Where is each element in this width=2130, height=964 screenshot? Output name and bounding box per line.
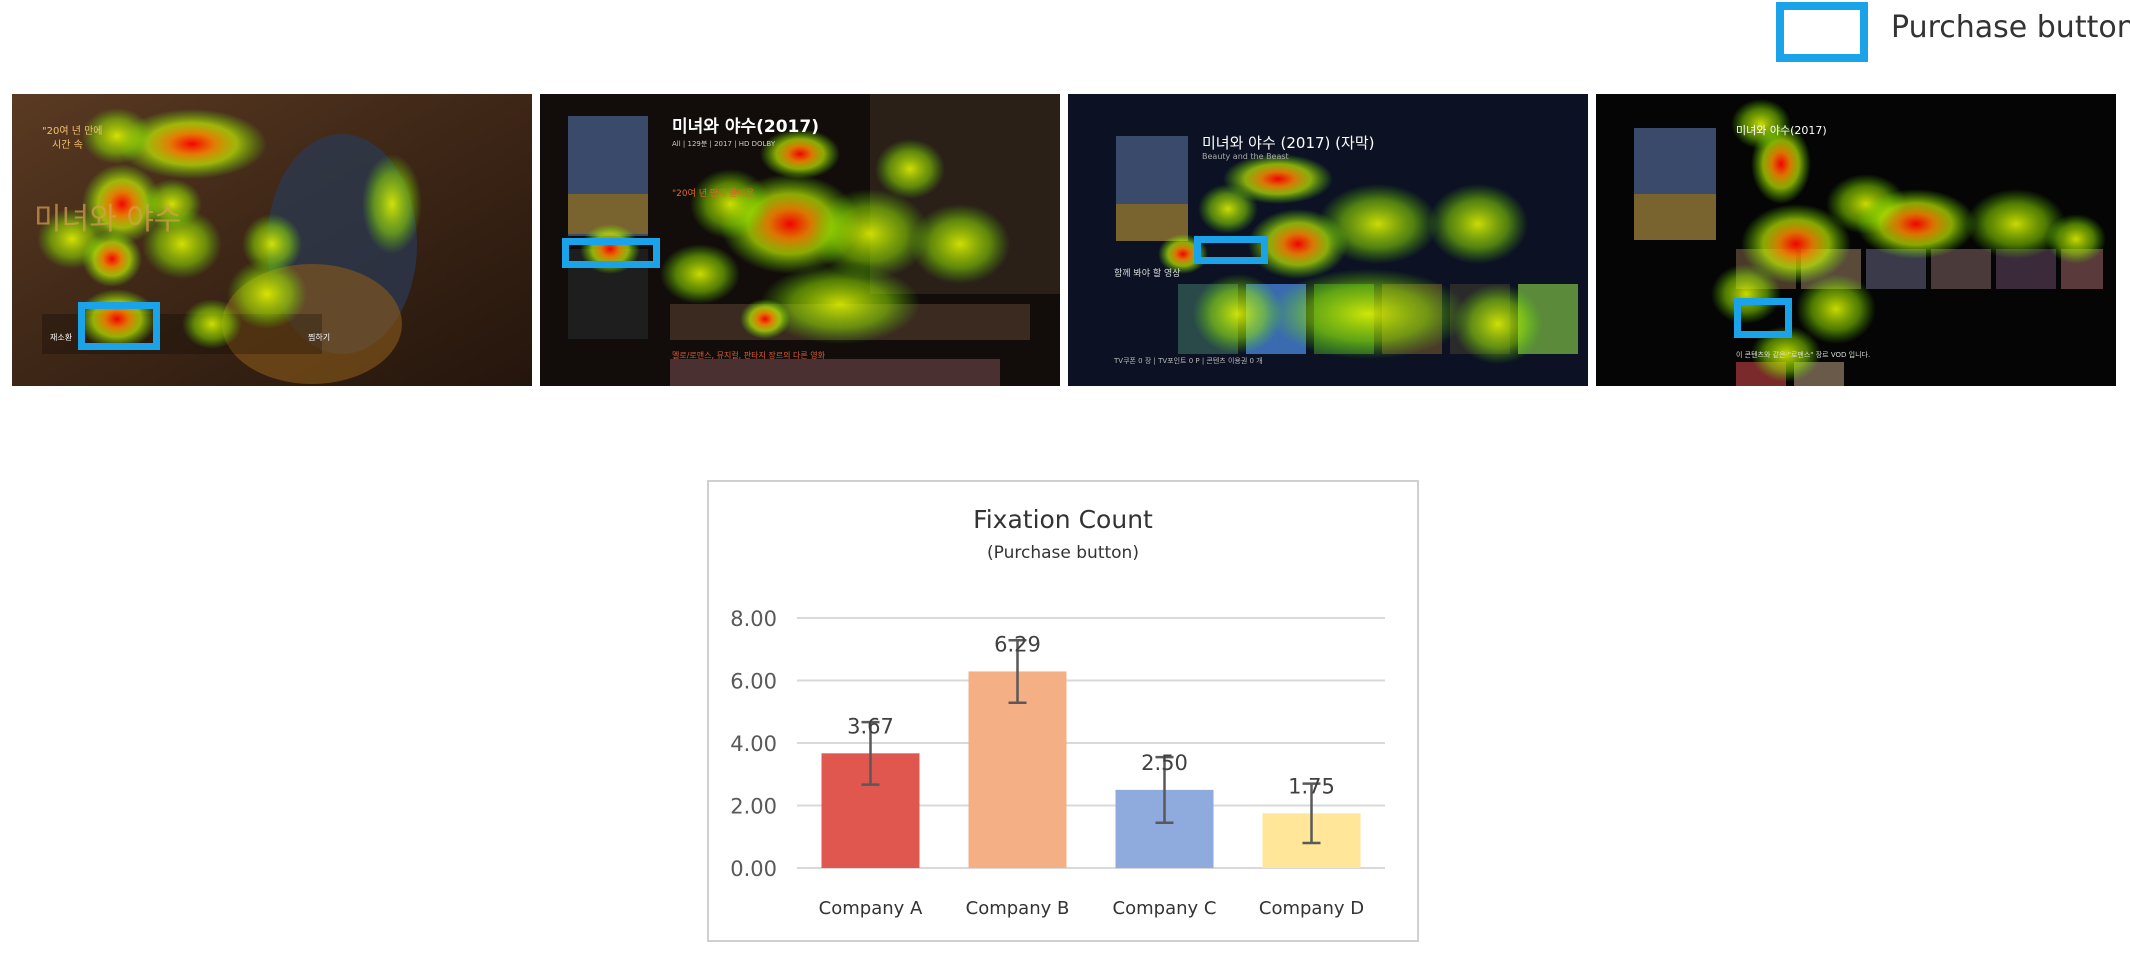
data-label: 6.29 (994, 632, 1041, 656)
chart-subtitle: (Purchase button) (987, 543, 1139, 563)
screen-title: 미녀와 야수(2017) (672, 117, 819, 137)
heatmap-image-c (1068, 94, 1588, 386)
legend-swatch (1776, 2, 1868, 62)
purchase-button-highlight (1734, 298, 1792, 338)
purchase-button-highlight (562, 238, 660, 268)
screen-text: "20여 년 만에 돌아온 (672, 189, 755, 199)
y-tick-label: 2.00 (730, 795, 777, 819)
screen-text: 이 콘텐츠와 같은 "로맨스" 장르 VOD 입니다. (1736, 351, 1871, 359)
screen-text: All | 129분 | 2017 | HD DOLBY (672, 140, 776, 148)
bar-chart-svg: Fixation Count (Purchase button) 0.00 2.0… (730, 505, 1385, 919)
screen-text: "20여 년 만에 (42, 126, 103, 137)
chart-title: Fixation Count (973, 505, 1153, 534)
heatmap-screenshot-company-c: 미녀와 야수 (2017) (자막) Beauty and the Beast … (1068, 94, 1588, 386)
x-category-label: Company A (819, 898, 923, 919)
bar (968, 671, 1067, 868)
y-tick-label: 0.00 (730, 857, 777, 881)
purchase-button-highlight (78, 302, 160, 350)
screen-text: 멜로/로맨스, 뮤지컬, 판타지 장르의 다른 영화 (672, 351, 825, 360)
y-tick-label: 8.00 (730, 607, 777, 631)
screen-text: 찜하기 (308, 333, 331, 342)
data-label: 3.67 (847, 714, 894, 738)
heatmap-image-d (1596, 94, 2116, 386)
legend-label: Purchase button (1891, 10, 2130, 45)
heatmap-screenshot-company-a: "20여 년 만에 시간 속 미녀와 야수 재소환 찜하기 (12, 94, 532, 386)
legend: Purchase button (1776, 0, 2130, 62)
fixation-count-chart: Fixation Count (Purchase button) 0.00 2.0… (707, 480, 1419, 942)
heatmap-screenshot-company-b: 미녀와 야수(2017) All | 129분 | 2017 | HD DOLB… (540, 94, 1060, 386)
screen-text: 재소환 (50, 333, 73, 342)
data-label: 2.50 (1141, 751, 1188, 775)
screen-text: Beauty and the Beast (1202, 152, 1289, 161)
screen-text: 함께 봐야 할 영상 (1114, 269, 1181, 279)
x-category-label: Company C (1113, 898, 1217, 919)
screen-title: 미녀와 야수 (2017) (자막) (1202, 134, 1375, 152)
y-tick-label: 6.00 (730, 670, 777, 694)
x-category-label: Company B (966, 898, 1070, 919)
screen-text: TV쿠폰 0 장 | TV포인트 0 P | 콘텐츠 이용권 0 개 (1114, 357, 1263, 365)
heatmap-image-a (12, 94, 532, 386)
data-label: 1.75 (1288, 774, 1335, 798)
y-tick-label: 4.00 (730, 732, 777, 756)
screen-text: 시간 속 (52, 140, 83, 151)
poster-title-text: 미녀와 야수 (34, 202, 182, 237)
heatmap-image-b (540, 94, 1060, 386)
heatmap-screenshot-company-d: 미녀와 야수(2017) 이 콘텐츠와 같은 "로맨스" 장르 VOD 입니다. (1596, 94, 2116, 386)
purchase-button-highlight (1194, 236, 1268, 264)
screen-title: 미녀와 야수(2017) (1736, 124, 1827, 137)
x-category-label: Company D (1259, 898, 1364, 919)
